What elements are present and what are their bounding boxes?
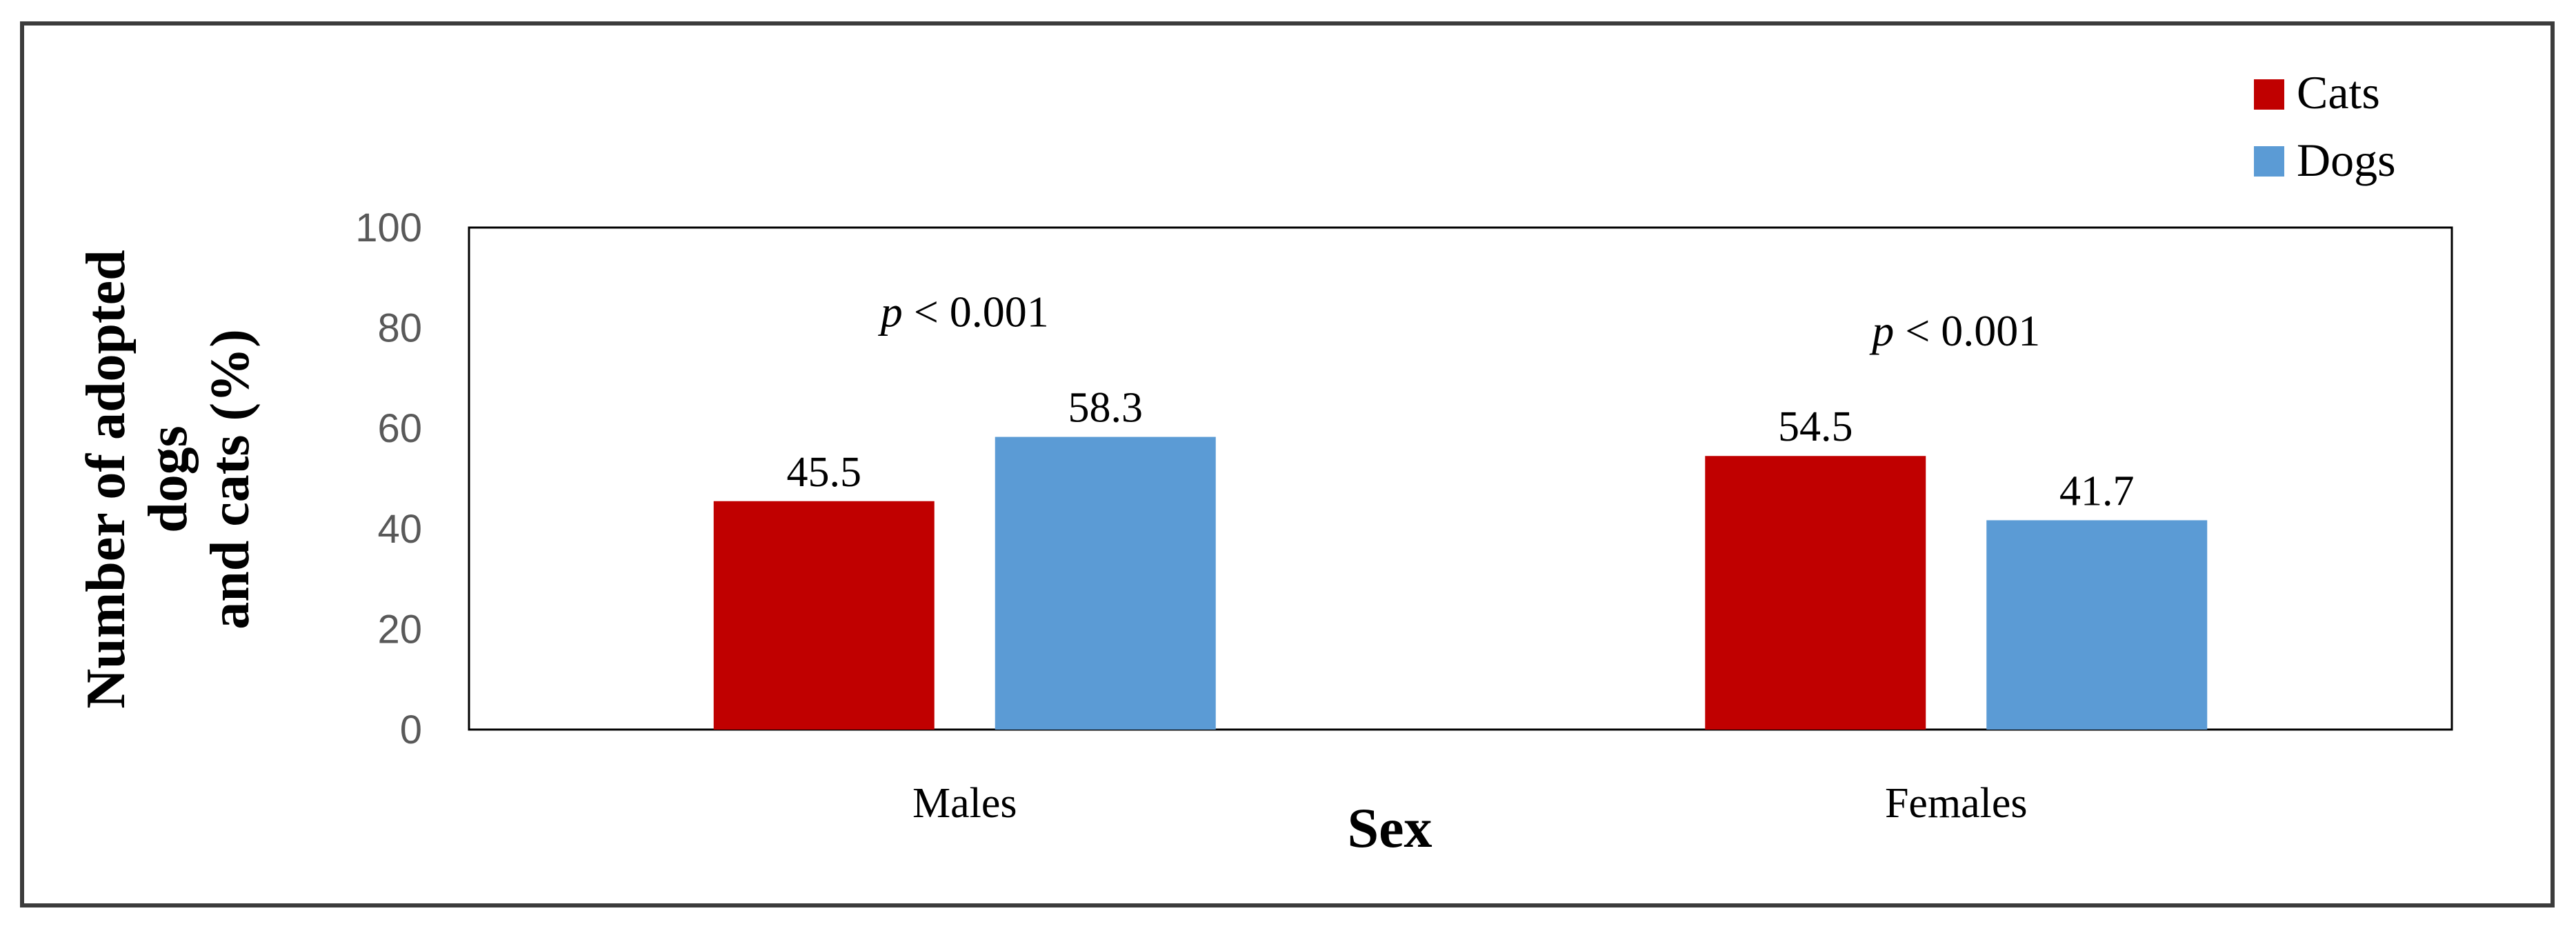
figure-frame [20,21,2555,907]
bar-cats-males [713,501,935,730]
bars [713,437,2208,730]
y-axis-title: Number of adopted dogs and cats (%) [76,250,261,708]
x-axis-title: Sex [1348,796,1432,859]
plot-area [468,226,2453,731]
bar-cats-females [1705,456,1926,730]
y-tick-label: 60 [377,406,422,451]
y-tick-label: 20 [377,607,422,652]
legend-label-cats: Cats [2297,66,2380,119]
y-axis-title-line-3: and cats (%) [200,329,261,630]
bar-value-label: 54.5 [1778,403,1853,450]
bar-value-label: 58.3 [1068,385,1144,432]
legend: Cats Dogs [2254,66,2396,186]
legend-swatch-dogs [2254,146,2284,177]
p-value-annotation-males: p < 0.001 [878,288,1049,337]
p-value-annotations: p < 0.001 p < 0.001 [878,288,2041,356]
bar-value-labels: 45.5 58.3 54.5 41.7 [787,385,2135,515]
bar-value-label: 41.7 [2059,468,2135,514]
bar-dogs-females [1986,520,2208,730]
y-tick-label: 100 [355,205,422,250]
y-tick-label: 80 [377,306,422,351]
y-axis-title-line-2: dogs [138,425,199,533]
bar-value-label: 45.5 [787,449,862,496]
x-axis-category-labels: Males Females [912,780,2028,827]
p-value-annotation-females: p < 0.001 [1869,306,2040,355]
bar-dogs-males [995,437,1216,730]
y-tick-label: 0 [400,708,422,752]
y-axis-ticks: 0 20 40 60 80 100 [355,205,422,752]
y-tick-label: 40 [377,507,422,552]
x-category-label-females: Females [1885,780,2028,827]
y-axis-title-line-1: Number of adopted [76,250,137,708]
legend-swatch-cats [2254,79,2284,110]
legend-label-dogs: Dogs [2297,134,2396,186]
x-category-label-males: Males [912,780,1017,827]
